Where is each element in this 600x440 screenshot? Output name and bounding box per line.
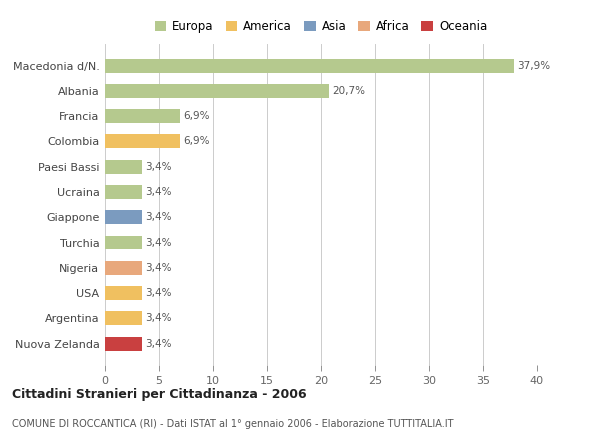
Text: 3,4%: 3,4% (145, 263, 172, 273)
Bar (105, 135, 179, 148)
Text: 20,7%: 20,7% (332, 86, 365, 96)
Bar (105, 286, 142, 300)
Bar (105, 337, 142, 351)
Text: Cittadini Stranieri per Cittadinanza - 2006: Cittadini Stranieri per Cittadinanza - 2… (12, 388, 307, 401)
Text: 3,4%: 3,4% (145, 238, 172, 248)
Text: 3,4%: 3,4% (145, 288, 172, 298)
Bar (105, 312, 142, 325)
Text: 3,4%: 3,4% (145, 339, 172, 348)
Bar (105, 59, 514, 73)
Text: 6,9%: 6,9% (183, 111, 209, 121)
Bar (105, 210, 142, 224)
Legend: Europa, America, Asia, Africa, Oceania: Europa, America, Asia, Africa, Oceania (152, 18, 490, 36)
Bar (105, 84, 329, 98)
Bar (105, 109, 179, 123)
Text: COMUNE DI ROCCANTICA (RI) - Dati ISTAT al 1° gennaio 2006 - Elaborazione TUTTITA: COMUNE DI ROCCANTICA (RI) - Dati ISTAT a… (12, 419, 454, 429)
Text: 3,4%: 3,4% (145, 313, 172, 323)
Text: 6,9%: 6,9% (183, 136, 209, 147)
Text: 37,9%: 37,9% (518, 61, 551, 70)
Bar (105, 235, 142, 249)
Bar (105, 160, 142, 174)
Bar (105, 261, 142, 275)
Bar (105, 185, 142, 199)
Text: 3,4%: 3,4% (145, 161, 172, 172)
Text: 3,4%: 3,4% (145, 187, 172, 197)
Text: 3,4%: 3,4% (145, 212, 172, 222)
